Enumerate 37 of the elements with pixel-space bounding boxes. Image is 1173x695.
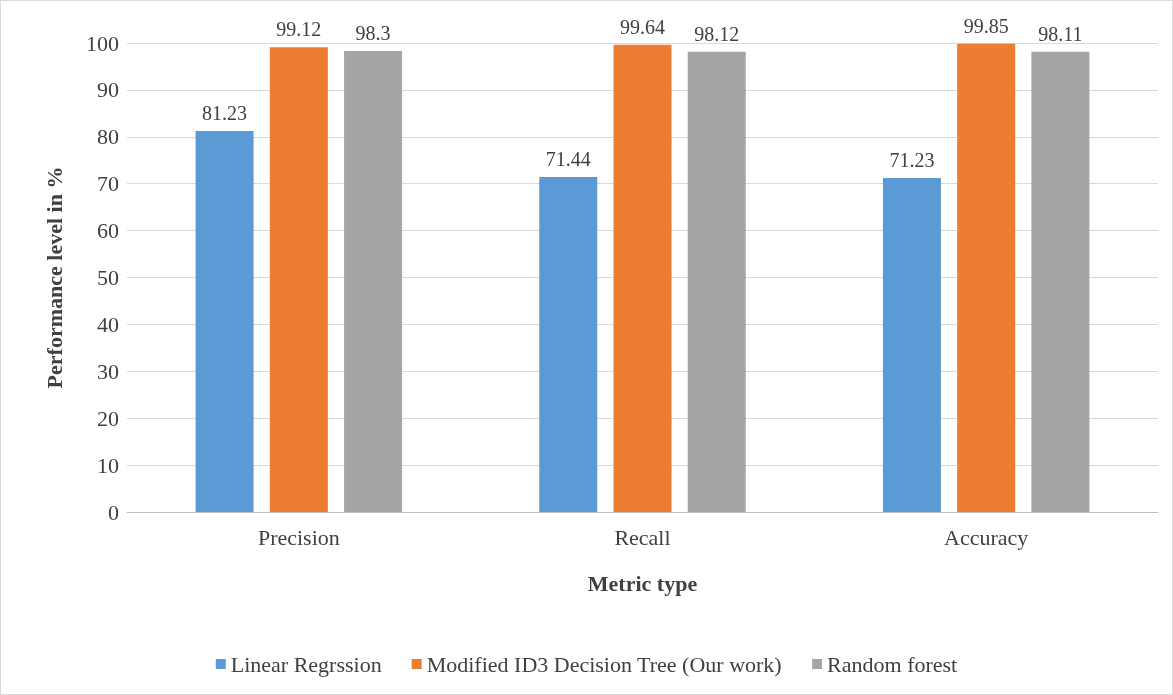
y-tick-label: 40 (97, 311, 119, 337)
bar (882, 177, 941, 512)
bar (269, 47, 328, 512)
data-label: 99.64 (620, 15, 665, 38)
data-label: 98.12 (694, 22, 740, 45)
data-label: 98.3 (355, 21, 391, 44)
y-tick-label: 70 (97, 171, 119, 197)
x-tick-label: Recall (614, 524, 671, 550)
bar (344, 50, 403, 512)
bar (195, 131, 254, 512)
data-label: 81.23 (202, 102, 248, 125)
y-tick-label: 50 (97, 265, 119, 290)
legend-label: Linear Regrssion (230, 651, 382, 677)
legend-label: Random forest (827, 651, 958, 677)
y-tick-label: 90 (97, 77, 119, 103)
bar (687, 51, 746, 512)
bar (957, 43, 1016, 512)
data-label: 98.11 (1038, 22, 1083, 45)
y-tick-label: 20 (97, 405, 119, 431)
y-tick-label: 10 (97, 452, 119, 478)
x-tick-label: Accuracy (944, 524, 1029, 550)
y-tick-label: 100 (86, 30, 119, 56)
y-tick-label: 0 (108, 499, 119, 525)
x-tick-label: Precision (257, 524, 340, 550)
bar (613, 44, 672, 512)
y-axis-title: Performance level in % (41, 166, 67, 389)
bar (539, 176, 598, 512)
x-axis-title: Metric type (587, 570, 698, 596)
legend-label: Modified ID3 Decision Tree (Our work) (426, 651, 782, 677)
y-tick-label: 30 (97, 358, 119, 384)
y-tick-label: 80 (97, 124, 119, 150)
data-label: 99.85 (963, 14, 1009, 37)
data-label: 71.23 (889, 148, 935, 171)
bar (1031, 51, 1090, 512)
y-tick-label: 60 (97, 218, 119, 244)
data-label: 71.44 (545, 147, 591, 170)
data-label: 99.12 (276, 18, 322, 41)
